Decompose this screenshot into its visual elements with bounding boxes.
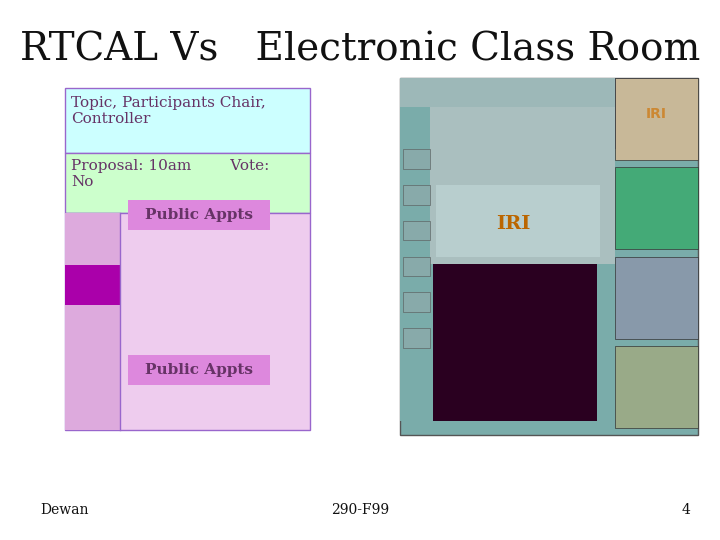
Bar [403, 150, 430, 169]
Bar [403, 185, 430, 205]
Bar [400, 78, 698, 110]
Text: Public Appts: Public Appts [145, 208, 253, 222]
Text: Topic, Participants Chair,
Controller: Topic, Participants Chair, Controller [71, 96, 266, 126]
Bar [615, 256, 698, 339]
Bar [65, 153, 310, 213]
Bar [403, 221, 430, 240]
Text: RTCAL Vs   Electronic Class Room: RTCAL Vs Electronic Class Room [20, 31, 700, 69]
Text: 4: 4 [681, 503, 690, 517]
Bar [615, 78, 698, 150]
Text: IRI: IRI [646, 107, 667, 121]
Bar [615, 346, 698, 428]
Bar [128, 200, 270, 230]
Bar [436, 185, 600, 256]
Bar [65, 213, 120, 430]
Text: 290-F99: 290-F99 [331, 503, 389, 517]
Bar [65, 88, 310, 153]
Text: Proposal: 10am        Vote:
No: Proposal: 10am Vote: No [71, 159, 269, 189]
Bar [433, 264, 597, 421]
Bar [403, 256, 430, 276]
Bar [403, 328, 430, 348]
Text: Public Appts: Public Appts [145, 363, 253, 377]
Text: IRI: IRI [496, 215, 531, 233]
Bar [65, 265, 120, 305]
Bar [400, 78, 698, 435]
Bar [65, 213, 310, 430]
Text: Dewan: Dewan [40, 503, 89, 517]
Bar [615, 167, 698, 249]
Bar [421, 106, 615, 264]
Bar [403, 292, 430, 312]
Bar [128, 355, 270, 385]
Bar [400, 106, 430, 421]
Bar [615, 78, 698, 160]
